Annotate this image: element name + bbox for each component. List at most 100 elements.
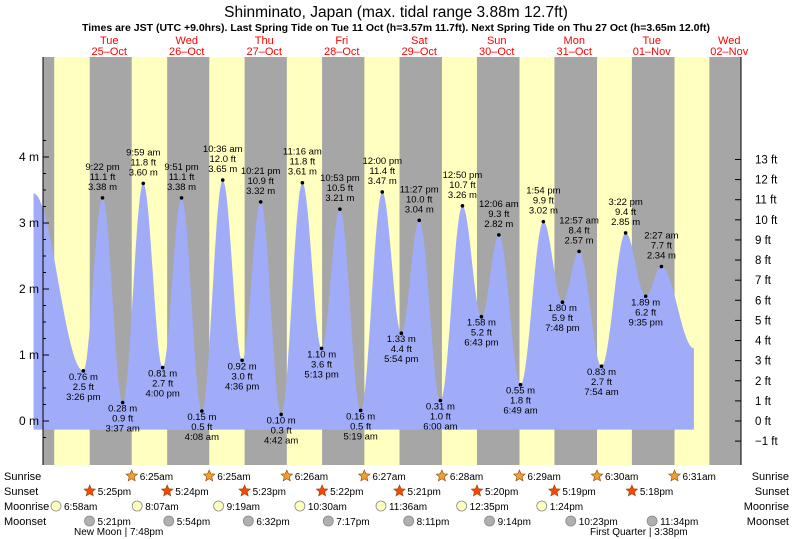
sunrise-time: 6:27am <box>372 472 405 483</box>
high-tide-point <box>220 178 225 182</box>
sunrise-time: 6:25am <box>140 472 173 483</box>
low-tide-label: 0.28 m <box>108 404 137 415</box>
moonrise-time: 6:58am <box>64 502 97 513</box>
moonrise-time: 10:30am <box>308 502 347 513</box>
high-tide-label: 10.7 ft <box>449 180 476 191</box>
low-tide-label: 6:00 am <box>423 422 457 433</box>
high-tide-point <box>497 233 501 237</box>
sunrise-time: 6:29am <box>527 472 560 483</box>
high-tide-label: 11.1 ft <box>169 172 195 183</box>
sunset-icon <box>83 484 97 497</box>
high-tide-point <box>338 207 342 211</box>
sunset-icon <box>238 484 252 497</box>
sunset-time: 5:18pm <box>640 487 673 498</box>
day-date: 29–Oct <box>402 46 437 58</box>
high-tide-label: 2.34 m <box>647 251 676 262</box>
low-tide-label: 5.2 ft <box>471 328 492 339</box>
high-tide-label: 3.60 m <box>129 167 158 178</box>
low-tide-label: 3:37 am <box>106 424 140 435</box>
moonset-icon <box>403 515 415 527</box>
moonset-time: 7:17pm <box>336 517 369 528</box>
low-tide-label: 6.2 ft <box>635 307 656 318</box>
y-right-tick-label: 10 ft <box>755 215 778 227</box>
low-tide-label: 4.4 ft <box>391 344 412 355</box>
low-tide-label: 0.16 m <box>346 411 375 422</box>
low-tide-label: 4:00 pm <box>146 389 180 400</box>
high-tide-label: 10.0 ft <box>406 194 433 205</box>
low-tide-label: 0.81 m <box>148 369 177 380</box>
low-tide-label: 4:36 pm <box>225 381 259 392</box>
day-name: Wed <box>176 35 198 47</box>
sunset-icon <box>160 484 174 497</box>
moon-phase-first-quarter: First Quarter | 3:38pm <box>590 527 688 538</box>
low-tide-point <box>200 409 204 413</box>
y-left-tick-label: 0 m <box>19 414 39 428</box>
high-tide-label: 9.3 ft <box>488 209 509 220</box>
y-right-tick-label: 12 ft <box>755 175 778 187</box>
moonset-time: 9:14pm <box>498 517 531 528</box>
sunset-time: 5:21pm <box>408 487 441 498</box>
low-tide-label: 1.33 m <box>387 334 416 345</box>
day-name: Tue <box>100 35 119 47</box>
low-tide-label: 6:49 am <box>503 406 537 417</box>
high-tide-label: 9:51 pm <box>164 162 198 173</box>
high-tide-label: 12:50 pm <box>443 170 483 181</box>
day-name: Fri <box>335 35 348 47</box>
high-tide-label: 11.1 ft <box>90 172 116 183</box>
low-tide-label: 9:35 pm <box>629 317 663 328</box>
low-tide-point <box>358 408 363 413</box>
moonset-icon <box>322 515 334 527</box>
row-label-right: Sunrise <box>752 471 789 483</box>
high-tide-point <box>659 264 664 269</box>
low-tide-label: 1.58 m <box>467 318 496 329</box>
moonset-icon <box>163 515 175 527</box>
sunrise-icon <box>590 469 604 482</box>
low-tide-point <box>643 294 648 299</box>
high-tide-point <box>300 180 305 185</box>
low-tide-label: 0.92 m <box>228 361 257 372</box>
moonset-icon <box>565 515 577 527</box>
high-tide-point <box>380 190 385 194</box>
sunset-time: 5:24pm <box>175 487 208 498</box>
moonrise-time: 8:07am <box>145 502 178 513</box>
low-tide-label: 2.7 ft <box>152 379 173 390</box>
y-right-tick-label: 11 ft <box>755 195 777 207</box>
low-tide-label: 3:26 pm <box>66 392 100 403</box>
high-tide-label: 10:36 am <box>203 144 243 155</box>
low-tide-point <box>518 382 523 387</box>
day-name: Sat <box>411 35 428 47</box>
moonrise-icon <box>456 500 468 512</box>
low-tide-label: 1.0 ft <box>430 412 451 423</box>
day-date: 28–Oct <box>324 46 359 58</box>
row-label-left: Moonset <box>4 516 46 528</box>
moonset-icon <box>84 515 95 527</box>
axes: 4 m 3 m 2 m 1 m 0 m 13 ft 12 ft 11 ft 10 ft 9 ft 8… <box>19 57 779 465</box>
low-tide-label: 5:13 pm <box>304 369 338 380</box>
row-label-left: Sunset <box>4 486 38 498</box>
low-tide-label: 0.3 ft <box>271 425 292 436</box>
low-tide-label: 3.0 ft <box>232 371 253 382</box>
high-tide-label: 3.38 m <box>88 182 117 193</box>
low-tide-label: 7:48 pm <box>545 323 579 334</box>
y-right-tick-label: 7 ft <box>755 275 772 287</box>
high-tide-point <box>577 249 581 254</box>
day-name: Tue <box>642 35 661 47</box>
sunrise-time: 6:25am <box>217 472 250 483</box>
day-headers: Tue25–OctWed26–OctThu27–OctFri28–OctSat2… <box>92 35 749 58</box>
day-date: 02–Nov <box>710 46 748 58</box>
row-label-right: Moonrise <box>744 501 789 513</box>
high-tide-label: 9:59 am <box>126 147 160 158</box>
high-tide-label: 11.8 ft <box>130 157 156 168</box>
high-tide-label: 9.9 ft <box>533 196 554 207</box>
moonrise-time: 11:36am <box>389 502 427 513</box>
low-tide-point <box>560 300 565 305</box>
day-name: Wed <box>718 35 740 47</box>
low-tide-label: 3.6 ft <box>311 359 332 370</box>
moonrise-time: 1:24pm <box>550 502 583 513</box>
sunrise-icon <box>357 469 371 482</box>
high-tide-label: 3.65 m <box>208 164 237 175</box>
high-tide-label: 11:16 am <box>283 147 322 158</box>
moonrise-icon <box>536 500 548 512</box>
high-tide-label: 3.38 m <box>167 182 196 193</box>
